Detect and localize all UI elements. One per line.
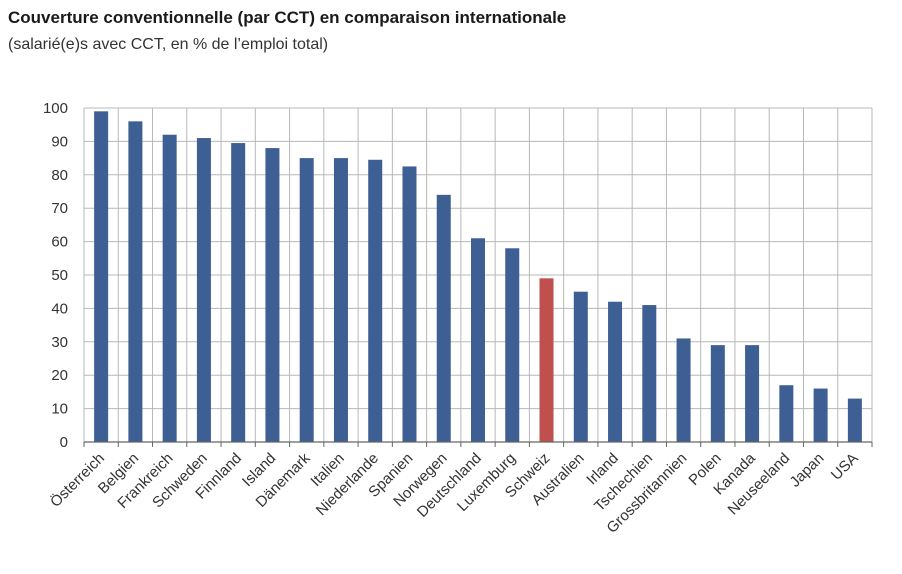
y-tick-label: 50 [51, 267, 68, 284]
bar-spanien [402, 166, 417, 442]
y-tick-label: 0 [60, 434, 68, 451]
chart-title: Couverture conventionnelle (par CCT) en … [8, 8, 567, 27]
bar-island [265, 148, 280, 442]
x-tick-label: USA [828, 450, 862, 484]
bar-frankreich [162, 134, 177, 442]
chart-subtitle: (salarié(e)s avec CCT, en % de l’emploi … [8, 36, 329, 53]
y-tick-label: 100 [43, 100, 68, 117]
y-tick-label: 70 [51, 200, 68, 217]
bar-usa [847, 398, 862, 442]
grid-lines [83, 107, 873, 443]
y-axis-ticks: 0 10 20 30 40 50 60 70 80 90 100 [43, 100, 68, 451]
bar-polen [710, 345, 725, 442]
bar-norwegen [436, 194, 451, 442]
bar-österreich [94, 111, 109, 442]
x-axis [83, 441, 873, 447]
y-tick-label: 90 [51, 133, 68, 150]
bar-grossbritannien [676, 338, 691, 442]
y-tick-label: 40 [51, 300, 68, 317]
bar-neuseeland [779, 385, 794, 442]
bar-belgien [128, 121, 143, 443]
y-tick-label: 10 [51, 401, 68, 418]
bar-kanada [745, 345, 760, 442]
bar-niederlande [368, 159, 383, 442]
y-tick-label: 60 [51, 234, 68, 251]
bar-dänemark [299, 158, 314, 442]
y-tick-label: 20 [51, 367, 68, 384]
bar-australien [573, 291, 588, 442]
y-tick-label: 30 [51, 334, 68, 351]
x-tick-label: Japan [787, 450, 828, 491]
bar-italien [333, 158, 348, 442]
bars [94, 111, 862, 443]
bar-deutschland [471, 238, 485, 442]
bar-finnland [231, 143, 246, 442]
bar-irland [608, 301, 623, 442]
bar-japan [813, 388, 828, 442]
bar-schweiz [539, 278, 554, 442]
bar-tschechien [642, 305, 657, 442]
y-tick-label: 80 [51, 167, 68, 184]
bar-luxemburg [505, 248, 520, 442]
x-axis-labels: ÖsterreichBelgienFrankreichSchwedenFinnl… [46, 449, 861, 537]
bar-schweden [196, 138, 211, 442]
